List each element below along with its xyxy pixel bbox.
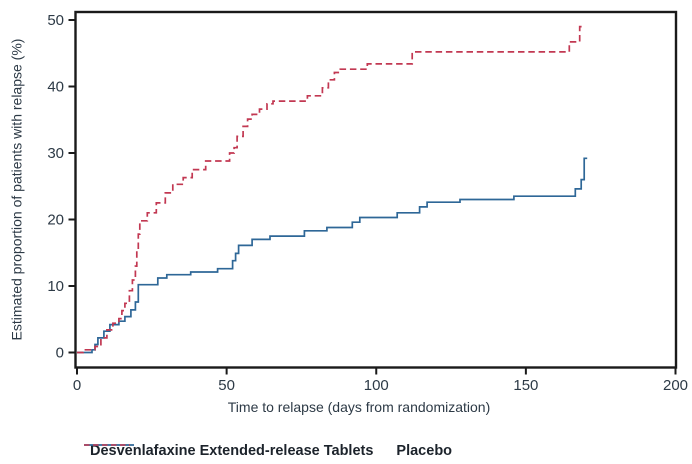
legend-label-desvenlafaxine: Desvenlafaxine Extended-release Tablets: [90, 443, 374, 459]
x-tick-label-100: 100: [364, 377, 389, 394]
series-line-placebo: [77, 25, 583, 354]
x-tick-label-200: 200: [663, 377, 688, 394]
x-tick-label-150: 150: [513, 377, 538, 394]
series-line-desvenlafaxine: [77, 157, 588, 354]
dashed-line-icon: [84, 444, 130, 446]
legend: Desvenlafaxine Extended-release Tablets …: [83, 442, 452, 460]
x-tick-label-0: 0: [73, 377, 81, 394]
y-tick-label-50: 50: [47, 12, 64, 29]
plot-frame: [74, 10, 678, 369]
y-tick-label-10: 10: [47, 278, 64, 295]
y-axis-label: Estimated proportion of patients with re…: [8, 38, 25, 341]
legend-label-placebo: Placebo: [396, 443, 453, 459]
y-tick-label-0: 0: [56, 345, 64, 362]
x-tick-label-50: 50: [218, 377, 235, 394]
y-tick-label-20: 20: [47, 212, 64, 229]
y-tick-label-40: 40: [47, 79, 64, 96]
y-tick-label-30: 30: [47, 145, 64, 162]
solid-line-icon: [84, 444, 134, 446]
x-axis-label: Time to relapse (days from randomization…: [227, 399, 491, 415]
